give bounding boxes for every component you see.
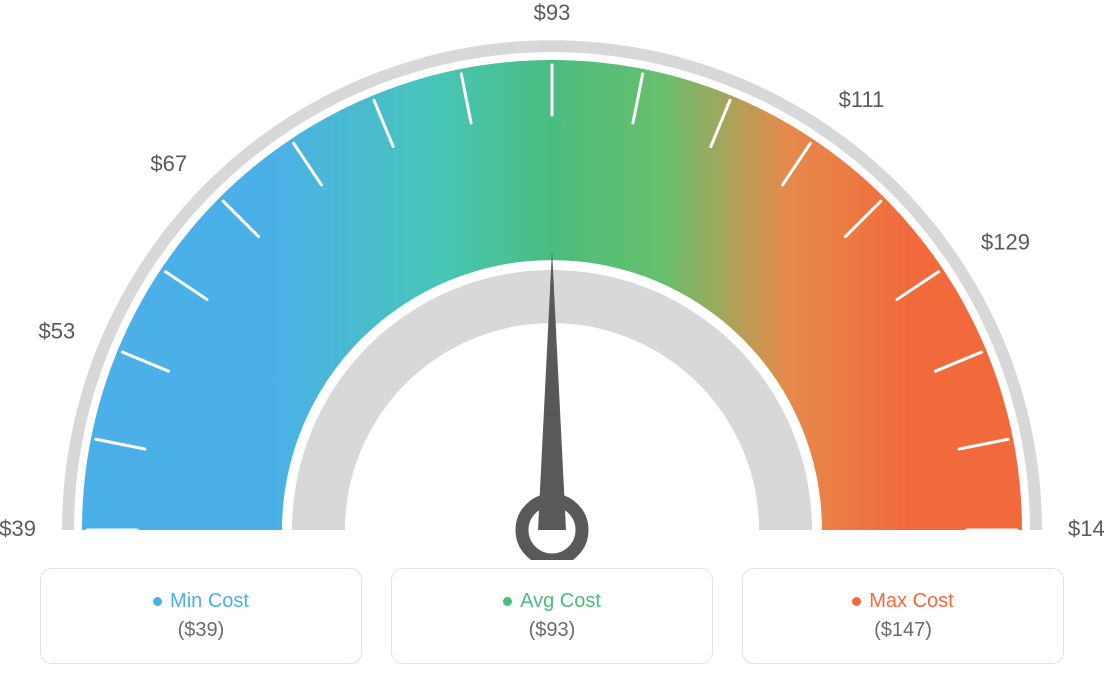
gauge-tick-label: $53	[39, 319, 76, 344]
legend-value-avg: ($93)	[529, 619, 576, 642]
legend-title-min: Min Cost	[153, 590, 249, 613]
legend-card-max: Max Cost ($147)	[742, 568, 1064, 664]
legend-dot-max	[852, 597, 861, 606]
gauge-tick-label: $93	[534, 0, 571, 25]
legend-dot-avg	[503, 597, 512, 606]
legend-row: Min Cost ($39) Avg Cost ($93) Max Cost (…	[0, 568, 1104, 664]
gauge-tick-label: $39	[0, 516, 36, 541]
cost-gauge: $39 $53 $67 $93 $111 $129 $147	[0, 0, 1104, 560]
legend-label-max: Max Cost	[869, 590, 953, 613]
legend-value-max: ($147)	[874, 619, 932, 642]
gauge-tick-label: $129	[981, 229, 1030, 254]
legend-card-avg: Avg Cost ($93)	[391, 568, 713, 664]
legend-label-min: Min Cost	[170, 590, 249, 613]
legend-dot-min	[153, 597, 162, 606]
legend-card-min: Min Cost ($39)	[40, 568, 362, 664]
legend-title-max: Max Cost	[852, 590, 953, 613]
legend-title-avg: Avg Cost	[503, 590, 601, 613]
gauge-tick-label: $67	[150, 151, 187, 176]
gauge-svg: $39 $53 $67 $93 $111 $129 $147	[0, 0, 1104, 560]
legend-value-min: ($39)	[178, 619, 225, 642]
gauge-tick-label: $147	[1068, 516, 1104, 541]
gauge-tick-label: $111	[839, 87, 885, 112]
legend-label-avg: Avg Cost	[520, 590, 601, 613]
